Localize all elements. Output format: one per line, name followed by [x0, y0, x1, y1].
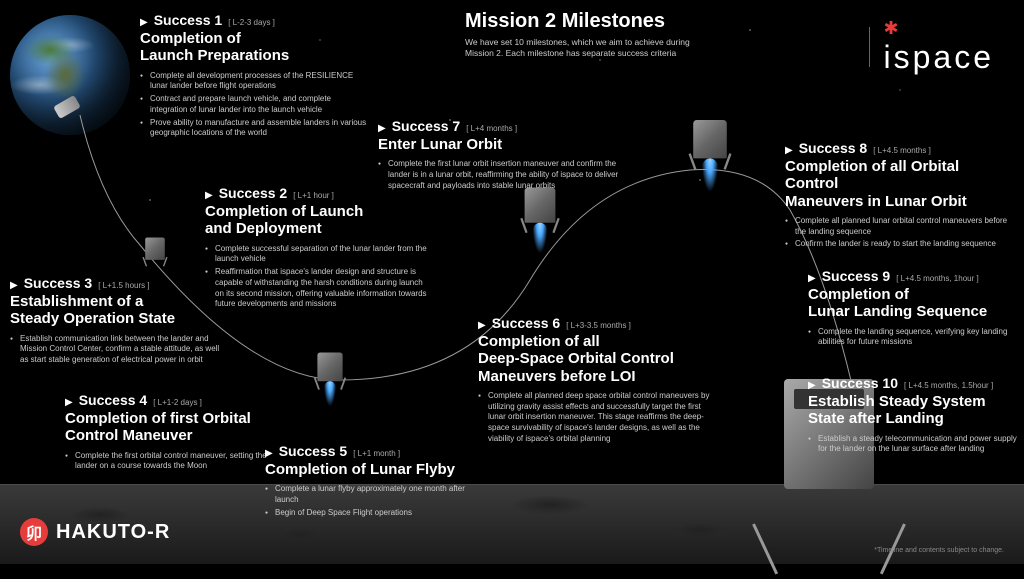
milestone-bullet: Confirm the lander is ready to start the… [785, 239, 1015, 250]
arrow-icon: ▶ [265, 448, 273, 459]
ispace-logo: ✱ ispace [869, 18, 995, 76]
milestone-bullet: Contract and prepare launch vehicle, and… [140, 94, 370, 116]
header: Mission 2 Milestones We have set 10 mile… [465, 10, 690, 59]
milestone-3: ▶ Success 3 [ L+1.5 hours ] Establishment o… [10, 275, 220, 368]
milestone-bullets: Complete a lunar flyby approximately one… [265, 484, 485, 518]
lander-graphic-2 [312, 353, 348, 398]
hakuto-badge-icon: 卯 [20, 518, 48, 546]
milestone-7: ▶ Success 7 [ L+4 months ] Enter Lunar Orbi… [378, 118, 623, 194]
footnote: *Timeline and contents subject to change… [874, 547, 1004, 554]
milestone-bullet: Complete all development processes of th… [140, 71, 370, 93]
milestone-bullets: Complete all planned deep space orbital … [478, 391, 718, 445]
milestone-bullets: Establish a steady telecommunication and… [808, 434, 1023, 456]
milestone-title: Completion ofLunar Landing Sequence [808, 286, 1018, 321]
arrow-icon: ▶ [808, 273, 816, 284]
milestone-number: Success 3 [24, 275, 93, 291]
milestone-bullets: Complete the first lunar orbit insertion… [378, 159, 623, 191]
milestone-time: [ L+3-3.5 months ] [566, 321, 631, 330]
page-subtitle-1: We have set 10 milestones, which we aim … [465, 37, 690, 48]
milestone-time: [ L+1.5 hours ] [98, 281, 149, 290]
milestone-2: ▶ Success 2 [ L+1 hour ] Completion of Laun… [205, 185, 430, 312]
lander-graphic-4 [686, 120, 734, 180]
milestone-bullets: Complete all planned lunar orbital contr… [785, 216, 1015, 250]
milestone-title: Enter Lunar Orbit [378, 136, 623, 153]
hakuto-logo: 卯 HAKUTO-R [20, 518, 170, 546]
star-icon: ✱ [884, 18, 899, 38]
page-subtitle-2: Mission 2. Each milestone has separate s… [465, 48, 690, 59]
milestone-bullet: Complete successful separation of the lu… [205, 244, 430, 266]
milestone-5: ▶ Success 5 [ L+1 month ] Completion of Lun… [265, 443, 485, 521]
page-title: Mission 2 Milestones [465, 10, 690, 33]
milestone-1: ▶ Success 1 [ L-2-3 days ] Completion ofLau… [140, 12, 370, 141]
milestone-bullet: Prove ability to manufacture and assembl… [140, 118, 370, 140]
milestone-title: Establishment of aSteady Operation State [10, 293, 220, 328]
ispace-wordmark: ispace [884, 39, 995, 76]
milestone-time: [ L+4 months ] [466, 124, 517, 133]
milestone-bullet: Complete the first lunar orbit insertion… [378, 159, 623, 191]
arrow-icon: ▶ [140, 17, 148, 28]
milestone-number: Success 1 [154, 12, 223, 28]
milestone-title: Completion of first OrbitalControl Maneu… [65, 410, 275, 445]
arrow-icon: ▶ [478, 320, 486, 331]
arrow-icon: ▶ [378, 123, 386, 134]
milestone-number: Success 8 [799, 140, 868, 156]
milestone-time: [ L+1 hour ] [293, 191, 334, 200]
milestone-6: ▶ Success 6 [ L+3-3.5 months ] Completion o… [478, 315, 718, 447]
arrow-icon: ▶ [205, 190, 213, 201]
milestone-number: Success 6 [492, 315, 561, 331]
lander-graphic-3 [518, 188, 562, 243]
logo-divider [869, 27, 870, 67]
milestone-number: Success 2 [219, 185, 288, 201]
milestone-title: Establish Steady SystemState after Landi… [808, 393, 1023, 428]
milestone-bullet: Complete the first orbital control maneu… [65, 451, 275, 473]
milestone-bullet: Reaffirmation that ispace's lander desig… [205, 267, 430, 310]
milestone-time: [ L+1-2 days ] [153, 398, 202, 407]
milestone-title: Completion of Lunar Flyby [265, 461, 485, 478]
milestone-8: ▶ Success 8 [ L+4.5 months ] Completion of … [785, 140, 1015, 252]
milestone-bullet: Complete all planned deep space orbital … [478, 391, 718, 445]
milestone-title: Completion of all Orbital ControlManeuve… [785, 158, 1015, 210]
milestone-time: [ L+4.5 months, 1hour ] [896, 274, 979, 283]
milestone-number: Success 5 [279, 443, 348, 459]
milestone-bullets: Complete all development processes of th… [140, 71, 370, 140]
milestone-bullet: Complete a lunar flyby approximately one… [265, 484, 485, 506]
milestone-time: [ L-2-3 days ] [228, 18, 275, 27]
milestone-bullets: Establish communication link between the… [10, 334, 220, 366]
milestone-bullet: Establish a steady telecommunication and… [808, 434, 1023, 456]
milestone-9: ▶ Success 9 [ L+4.5 months, 1hour ] Complet… [808, 268, 1018, 350]
milestone-bullet: Establish communication link between the… [10, 334, 220, 366]
lander-graphic-1 [141, 238, 169, 273]
milestone-bullet: Complete the landing sequence, verifying… [808, 327, 1018, 349]
arrow-icon: ▶ [808, 380, 816, 391]
milestone-bullets: Complete successful separation of the lu… [205, 244, 430, 311]
milestone-time: [ L+4.5 months, 1.5hour ] [904, 381, 993, 390]
milestone-bullet: Begin of Deep Space Flight operations [265, 508, 485, 519]
milestone-10: ▶ Success 10 [ L+4.5 months, 1.5hour ] Esta… [808, 375, 1023, 457]
milestone-bullets: Complete the landing sequence, verifying… [808, 327, 1018, 349]
milestone-title: Completion of Launchand Deployment [205, 203, 430, 238]
arrow-icon: ▶ [785, 145, 793, 156]
milestone-bullet: Complete all planned lunar orbital contr… [785, 216, 1015, 238]
milestone-number: Success 10 [822, 375, 898, 391]
milestone-number: Success 7 [392, 118, 461, 134]
milestone-title: Completion of allDeep-Space Orbital Cont… [478, 333, 718, 385]
milestone-number: Success 4 [79, 392, 148, 408]
milestone-number: Success 9 [822, 268, 891, 284]
milestone-time: [ L+1 month ] [353, 449, 400, 458]
earth-graphic [10, 15, 130, 135]
hakuto-wordmark: HAKUTO-R [56, 521, 170, 544]
arrow-icon: ▶ [65, 397, 73, 408]
milestone-title: Completion ofLaunch Preparations [140, 30, 370, 65]
milestone-time: [ L+4.5 months ] [873, 146, 931, 155]
milestone-bullets: Complete the first orbital control maneu… [65, 451, 275, 473]
arrow-icon: ▶ [10, 280, 18, 291]
milestone-4: ▶ Success 4 [ L+1-2 days ] Completion of fi… [65, 392, 275, 474]
